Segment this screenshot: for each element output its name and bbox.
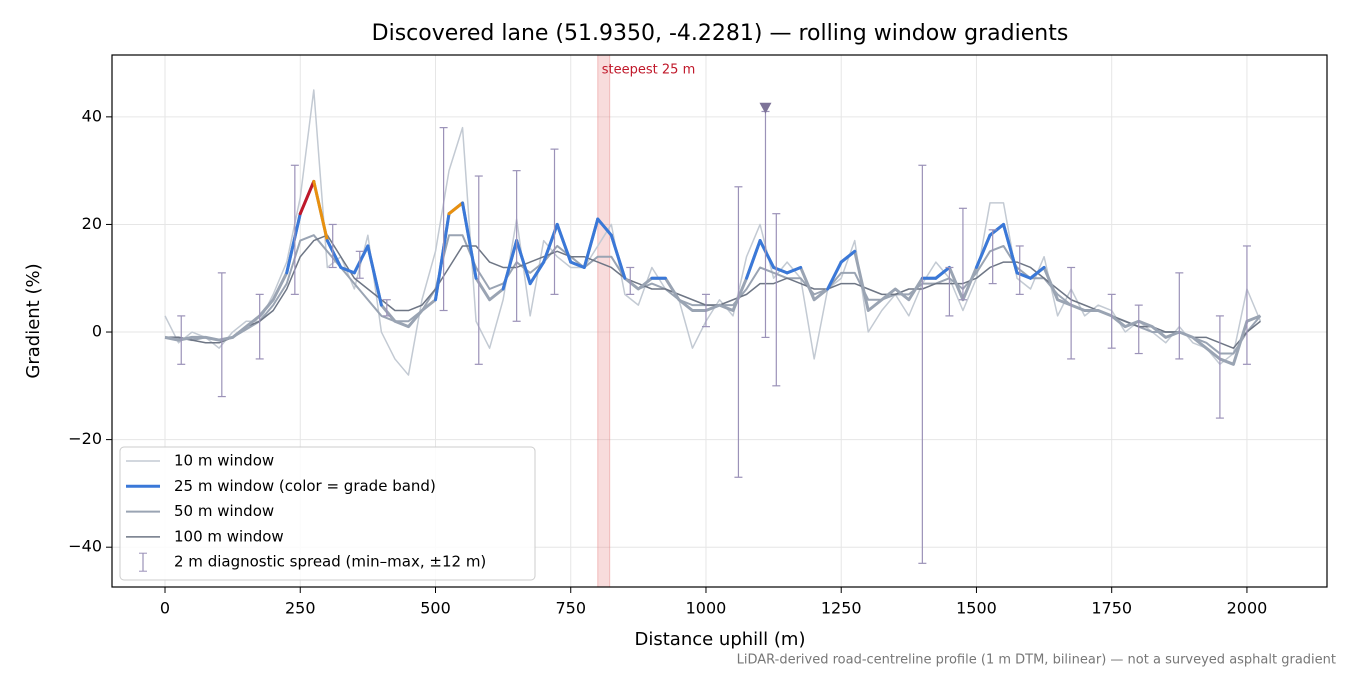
x-tick-label: 500 — [420, 599, 451, 618]
x-tick-label: 1250 — [821, 599, 862, 618]
error-bar — [945, 266, 954, 317]
error-bar — [701, 293, 710, 328]
band-segment — [826, 260, 843, 291]
x-tick-label: 2000 — [1227, 599, 1268, 618]
span-label: steepest 25 m — [602, 63, 695, 78]
band-segment — [582, 217, 600, 269]
y-tick-label: 40 — [82, 106, 102, 125]
band-segment — [312, 179, 329, 243]
error-bar — [355, 250, 364, 279]
band-segment — [934, 265, 951, 280]
band-segment — [285, 212, 302, 275]
highlight-span — [597, 54, 611, 588]
error-bar — [290, 164, 299, 295]
band-segment — [609, 233, 627, 280]
band-segment — [298, 179, 316, 216]
error-bar — [255, 293, 264, 360]
band-segment — [745, 239, 762, 280]
y-tick-label: 20 — [82, 214, 102, 233]
legend-label: 100 m window — [174, 527, 284, 545]
error-bar — [1015, 245, 1024, 295]
error-bar — [1134, 304, 1143, 355]
band-segment — [772, 265, 789, 275]
error-bar — [734, 186, 743, 478]
legend-label: 50 m window — [174, 502, 274, 520]
error-bar — [1067, 266, 1076, 360]
band-segment — [569, 260, 586, 269]
x-axis-label: Distance uphill (m) — [635, 629, 806, 650]
band-segment — [1029, 265, 1046, 280]
x-tick-label: 0 — [160, 599, 170, 618]
line-series — [165, 234, 1262, 355]
x-tick-label: 1750 — [1091, 599, 1132, 618]
band-segment — [433, 212, 451, 302]
band-segment — [528, 260, 546, 286]
error-bar — [958, 207, 967, 301]
band-segment — [839, 249, 857, 264]
band-segment — [366, 244, 383, 307]
error-bar — [474, 175, 483, 365]
x-tick-label: 750 — [555, 599, 586, 618]
legend-box — [119, 446, 536, 581]
legend-label: 10 m window — [174, 452, 274, 470]
error-bar — [918, 164, 927, 564]
chart-title: Discovered lane (51.9350, -4.2281) — rol… — [372, 21, 1069, 46]
plot-frame — [111, 54, 1328, 588]
error-bar — [626, 266, 635, 295]
peak-marker — [759, 102, 772, 114]
x-tick-label: 1000 — [686, 599, 727, 618]
error-bar — [1215, 315, 1224, 419]
error-bar — [439, 127, 448, 312]
error-bar — [512, 170, 521, 322]
error-bar — [1175, 272, 1184, 360]
error-bar — [1242, 245, 1251, 365]
line-series — [165, 234, 1261, 349]
x-tick-label: 250 — [285, 599, 316, 618]
band-segment — [758, 239, 776, 269]
legend-label: 2 m diagnostic spread (min–max, ±12 m) — [174, 553, 486, 571]
band-segment — [447, 201, 465, 216]
error-bar — [1107, 293, 1116, 349]
band-segment — [974, 233, 992, 269]
y-tick-label: −40 — [68, 537, 102, 556]
band-segment — [325, 239, 343, 269]
y-tick-label: 0 — [92, 322, 102, 341]
band-segment — [555, 222, 573, 264]
error-bar — [550, 148, 559, 295]
error-bar — [382, 299, 391, 317]
legend-label: 25 m window (color = grade band) — [174, 477, 436, 495]
error-bar — [328, 223, 337, 269]
error-bar — [988, 229, 997, 285]
error-bar — [217, 272, 226, 398]
band-segment — [352, 244, 370, 275]
band-segment — [461, 201, 478, 280]
band-segment — [1002, 222, 1019, 275]
line-series — [164, 179, 1262, 366]
band-segment — [501, 239, 519, 291]
band-segment — [339, 265, 356, 275]
y-tick-label: −20 — [68, 429, 102, 448]
band-segment — [596, 217, 613, 237]
x-tick-label: 1500 — [956, 599, 997, 618]
error-bar — [772, 213, 781, 387]
error-bar — [177, 315, 186, 365]
band-segment — [515, 239, 532, 286]
footnote: LiDAR-derived road-centreline profile (1… — [737, 653, 1336, 668]
y-axis-label: Gradient (%) — [23, 263, 44, 378]
band-segment — [785, 265, 803, 275]
